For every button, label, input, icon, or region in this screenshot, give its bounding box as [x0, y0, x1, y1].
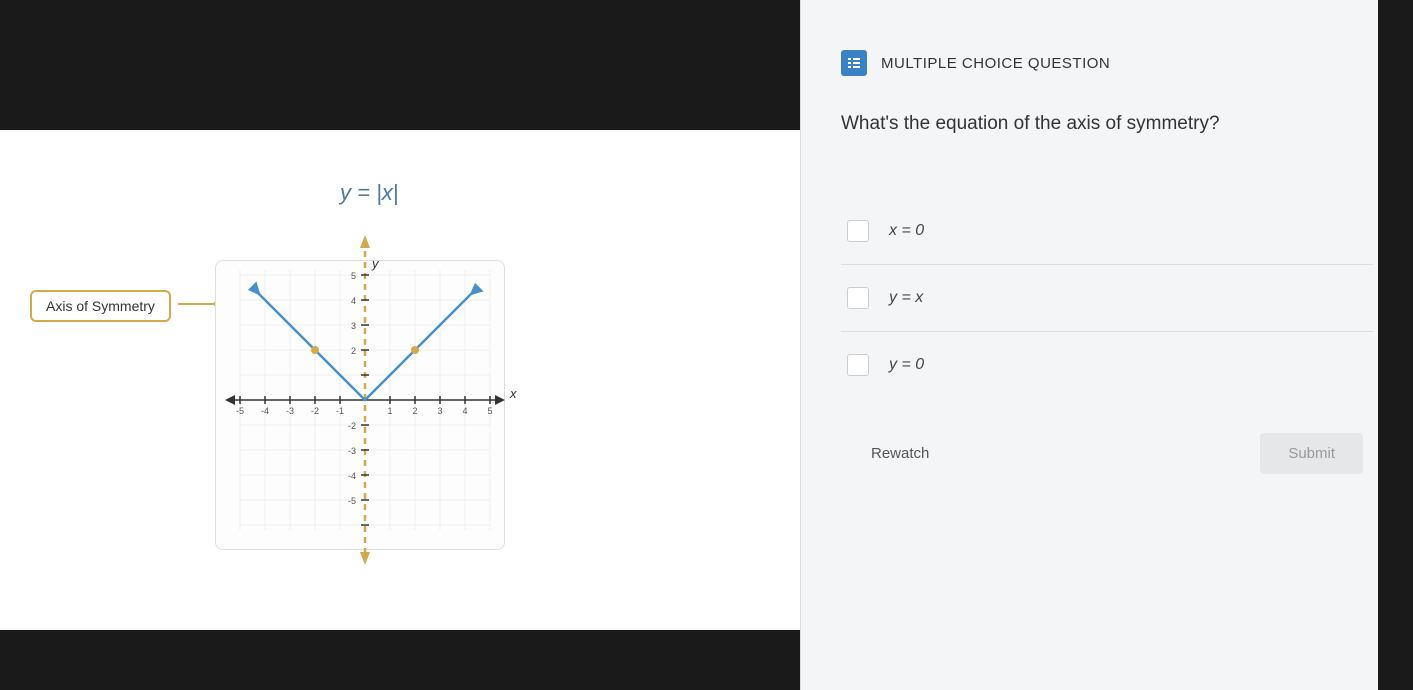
svg-text:2: 2 [412, 406, 417, 416]
screen-edge [1378, 0, 1413, 690]
option-0[interactable]: x = 0 [841, 198, 1373, 265]
x-axis-label: x [509, 386, 517, 401]
svg-text:4: 4 [351, 296, 356, 306]
question-panel: MULTIPLE CHOICE QUESTION What's the equa… [800, 0, 1413, 690]
multiple-choice-icon [841, 50, 867, 76]
video-area: y = |x| Axis of Symmetry [0, 130, 800, 630]
marker-point [311, 346, 319, 354]
option-label: y = x [889, 289, 923, 307]
svg-text:5: 5 [487, 406, 492, 416]
video-panel: y = |x| Axis of Symmetry [0, 0, 800, 690]
checkbox-icon[interactable] [847, 354, 869, 376]
question-type-label: MULTIPLE CHOICE QUESTION [881, 55, 1110, 72]
option-label: x = 0 [889, 222, 924, 240]
checkbox-icon[interactable] [847, 287, 869, 309]
option-1[interactable]: y = x [841, 265, 1373, 332]
svg-text:1: 1 [387, 406, 392, 416]
symmetry-arrow-up [360, 235, 370, 248]
rewatch-button[interactable]: Rewatch [851, 435, 949, 472]
svg-text:3: 3 [437, 406, 442, 416]
svg-text:-5: -5 [348, 496, 356, 506]
question-text: What's the equation of the axis of symme… [841, 111, 1373, 138]
equation-title: y = |x| [340, 180, 399, 206]
checkbox-icon[interactable] [847, 220, 869, 242]
svg-text:2: 2 [351, 346, 356, 356]
graph-plot: -5 -4 -3 -2 -1 1 2 3 4 5 5 4 3 2 -2 -3 -4 -5 x y [200, 230, 530, 570]
svg-text:-4: -4 [261, 406, 269, 416]
axis-of-symmetry-label: Axis of Symmetry [30, 290, 171, 322]
svg-text:3: 3 [351, 321, 356, 331]
svg-text:-3: -3 [348, 446, 356, 456]
svg-text:-4: -4 [348, 471, 356, 481]
symmetry-arrow-down [360, 552, 370, 565]
svg-text:-5: -5 [236, 406, 244, 416]
action-row: Rewatch Submit [841, 433, 1373, 474]
options-list: x = 0 y = x y = 0 [841, 198, 1373, 398]
svg-text:-2: -2 [348, 421, 356, 431]
svg-text:-3: -3 [286, 406, 294, 416]
svg-text:5: 5 [351, 271, 356, 281]
submit-button[interactable]: Submit [1260, 433, 1363, 474]
question-header: MULTIPLE CHOICE QUESTION [841, 50, 1373, 76]
y-axis-label: y [371, 256, 380, 271]
marker-point [411, 346, 419, 354]
svg-text:4: 4 [462, 406, 467, 416]
svg-text:-1: -1 [336, 406, 344, 416]
option-2[interactable]: y = 0 [841, 332, 1373, 398]
option-label: y = 0 [889, 356, 924, 374]
svg-text:-2: -2 [311, 406, 319, 416]
